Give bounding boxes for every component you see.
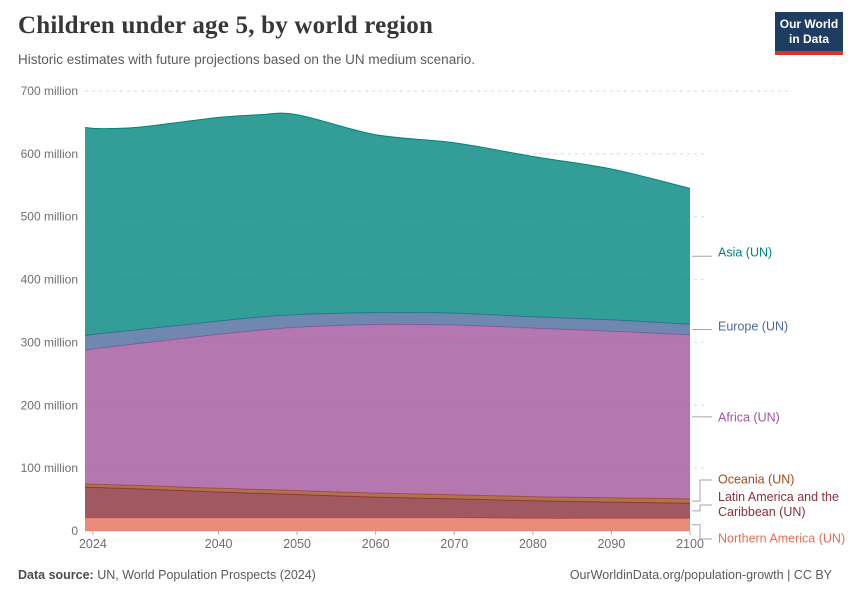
owid-logo-line2: in Data — [788, 32, 829, 46]
y-axis-label: 200 million — [21, 398, 78, 412]
x-axis-label: 2070 — [440, 537, 468, 551]
data-source-text: UN, World Population Prospects (2024) — [97, 568, 316, 582]
y-axis-label: 300 million — [21, 335, 78, 349]
x-axis-label: 2050 — [283, 537, 311, 551]
legend-label-asia[interactable]: Asia (UN) — [718, 245, 773, 260]
legend-label-northern-america[interactable]: Northern America (UN) — [718, 531, 846, 546]
chart-footer: Data source: UN, World Population Prospe… — [18, 568, 832, 582]
x-axis-label: 2100 — [676, 537, 704, 551]
data-source: Data source: UN, World Population Prospe… — [18, 568, 316, 582]
legend-label-latin-america[interactable]: Latin America and the Caribbean (UN) — [718, 490, 839, 519]
x-axis-label: 2024 — [79, 537, 107, 551]
area-latin-america[interactable] — [85, 487, 690, 519]
legend-connector-latin-america — [692, 504, 712, 512]
area-africa[interactable] — [85, 324, 690, 499]
footer-link[interactable]: OurWorldinData.org/population-growth | C… — [569, 568, 832, 582]
y-axis-label: 600 million — [21, 147, 78, 161]
legend-connector-oceania — [692, 479, 712, 502]
legend-label-europe[interactable]: Europe (UN) — [718, 319, 789, 334]
y-axis-label: 100 million — [21, 461, 78, 475]
area-europe[interactable] — [85, 312, 690, 350]
legend-label-oceania[interactable]: Oceania (UN) — [718, 472, 795, 487]
y-axis-label: 700 million — [21, 84, 78, 98]
page-title: Children under age 5, by world region — [18, 12, 434, 39]
area-asia[interactable] — [85, 113, 690, 336]
x-axis-label: 2040 — [205, 537, 233, 551]
y-axis-label: 500 million — [21, 210, 78, 224]
chart-subtitle: Historic estimates with future projectio… — [18, 52, 475, 67]
x-axis-label: 2090 — [597, 537, 625, 551]
legend-connector-northern-america — [692, 524, 712, 540]
x-axis-label: 2060 — [362, 537, 390, 551]
area-edge-asia — [84, 112, 691, 189]
data-source-label: Data source: — [18, 568, 94, 582]
y-axis-label: 400 million — [21, 273, 78, 287]
owid-logo-line1: Our World — [779, 17, 839, 31]
x-axis-label: 2080 — [519, 537, 547, 551]
area-northern-america[interactable] — [85, 517, 690, 531]
legend-label-africa[interactable]: Africa (UN) — [718, 410, 780, 425]
owid-logo[interactable]: Our World in Data — [775, 12, 843, 55]
y-axis-label: 0 — [71, 524, 78, 538]
